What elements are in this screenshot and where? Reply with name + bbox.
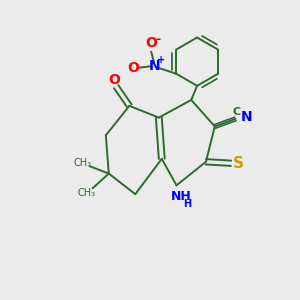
- Text: O: O: [145, 36, 157, 50]
- Text: S: S: [233, 156, 244, 171]
- Text: C: C: [233, 107, 241, 117]
- Text: N: N: [148, 59, 160, 74]
- Text: CH₃: CH₃: [73, 158, 91, 168]
- Text: -: -: [155, 33, 160, 46]
- Text: O: O: [127, 61, 139, 75]
- Text: +: +: [157, 55, 165, 65]
- Text: NH: NH: [170, 190, 191, 203]
- Text: N: N: [241, 110, 253, 124]
- Text: CH₃: CH₃: [78, 188, 96, 198]
- Text: H: H: [183, 199, 191, 208]
- Text: O: O: [108, 73, 120, 87]
